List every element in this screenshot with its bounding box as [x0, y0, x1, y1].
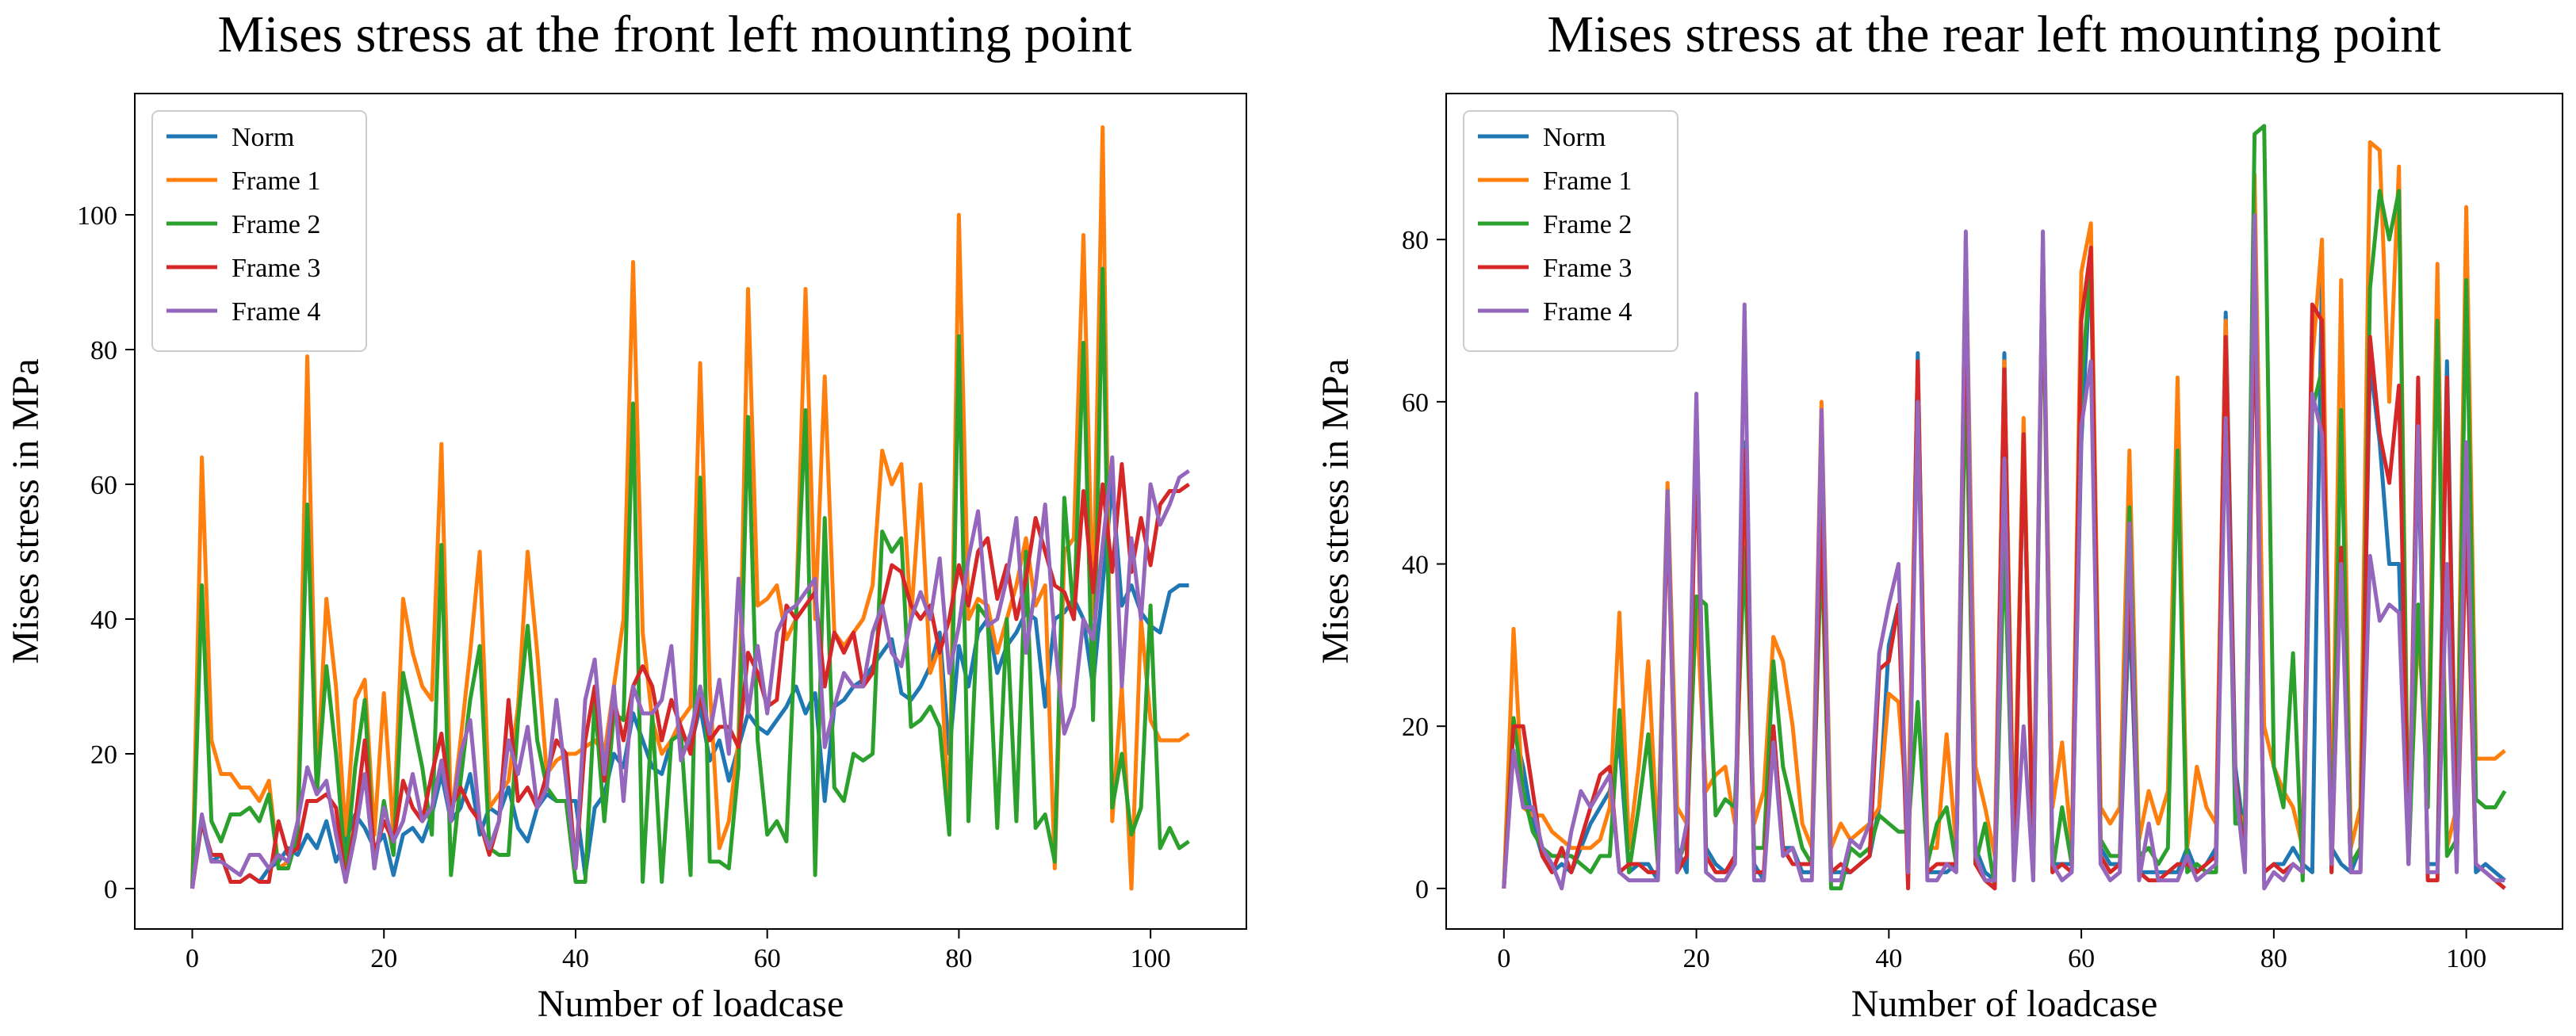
y-tick-label: 0 — [1415, 875, 1429, 904]
y-tick-label: 60 — [1402, 388, 1429, 418]
series-group-rear-left — [1502, 124, 2507, 891]
legend-rear-left: Norm Frame 1 Frame 2 Frame 3 Frame 4 — [1463, 110, 1678, 352]
legend-label: Norm — [232, 123, 294, 152]
x-tick-label: 80 — [945, 944, 972, 973]
y-tick-label: 40 — [90, 606, 117, 635]
x-tick-label: 60 — [2068, 944, 2095, 973]
ticks-rear-left: 0 20 40 60 80 100 0 20 40 60 80 — [1402, 226, 2486, 973]
y-tick-label: 80 — [1402, 226, 1429, 255]
ticks-front-left: 0 20 40 60 80 100 0 20 40 60 80 100 — [77, 201, 1171, 973]
x-tick-label: 0 — [1497, 944, 1510, 973]
legend-label: Norm — [1543, 123, 1606, 152]
chart-front-left: Mises stress at the front left mounting … — [5, 6, 1247, 1025]
y-tick-label: 40 — [1402, 551, 1429, 580]
x-tick-label: 20 — [370, 944, 397, 973]
chart-title-front-left: Mises stress at the front left mounting … — [217, 6, 1131, 63]
y-tick-label: 80 — [90, 336, 117, 365]
x-tick-label: 40 — [562, 944, 589, 973]
x-axis-label-front-left: Number of loadcase — [538, 983, 844, 1025]
x-tick-label: 40 — [1875, 944, 1902, 973]
y-tick-label: 60 — [90, 471, 117, 500]
plot-frame-rear-left — [1445, 93, 2563, 930]
plot-frame-front-left — [134, 93, 1247, 930]
legend-label: Frame 1 — [232, 166, 320, 196]
series-group-front-left — [190, 125, 1190, 891]
y-tick-label: 20 — [1402, 713, 1429, 742]
x-tick-label: 20 — [1683, 944, 1710, 973]
legend-label: Frame 3 — [232, 254, 320, 283]
chart-rear-left: Mises stress at the rear left mounting p… — [1315, 6, 2563, 1025]
y-axis-label-rear-left: Mises stress in MPa — [1315, 358, 1357, 663]
x-tick-label: 100 — [1131, 944, 1171, 973]
series-line-frame-1 — [190, 125, 1190, 891]
legend-front-left: Norm Frame 1 Frame 2 Frame 3 Frame 4 — [151, 110, 367, 352]
legend-box — [1463, 110, 1678, 352]
legend-label: Frame 4 — [1543, 297, 1632, 327]
series-line-frame-4 — [190, 455, 1190, 889]
series-line-frame-4 — [1502, 213, 2505, 891]
x-tick-label: 60 — [754, 944, 781, 973]
x-axis-label-rear-left: Number of loadcase — [1851, 983, 2158, 1025]
legend-label: Frame 2 — [1543, 210, 1632, 239]
legend-box — [151, 110, 367, 352]
y-tick-label: 0 — [104, 875, 117, 904]
series-line-frame-2 — [190, 266, 1190, 889]
y-tick-label: 20 — [90, 740, 117, 770]
x-tick-label: 80 — [2260, 944, 2287, 973]
x-tick-label: 100 — [2446, 944, 2486, 973]
legend-label: Frame 3 — [1543, 254, 1632, 283]
legend-label: Frame 2 — [232, 210, 320, 239]
y-axis-label-front-left: Mises stress in MPa — [5, 358, 47, 663]
legend-label: Frame 1 — [1543, 166, 1632, 196]
y-tick-label: 100 — [77, 201, 117, 231]
chart-title-rear-left: Mises stress at the rear left mounting p… — [1547, 6, 2440, 63]
legend-label: Frame 4 — [232, 297, 320, 327]
x-tick-label: 0 — [186, 944, 199, 973]
